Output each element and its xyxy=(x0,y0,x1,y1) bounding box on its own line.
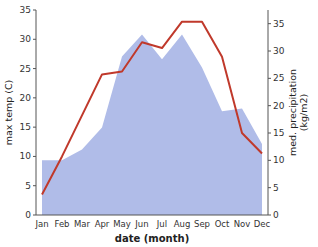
chart: 0 5 10 15 20 25 30 35 0 5 10 15 20 25 30 35 Jan Feb Mar Apr… xyxy=(0,0,318,247)
precipitation-area xyxy=(42,35,262,215)
y-tick-label: 30 xyxy=(20,34,32,44)
y2-tick-label: 35 xyxy=(273,19,284,29)
y2-tick-label: 20 xyxy=(273,101,285,111)
plot-area xyxy=(42,22,262,215)
x-tick-label: Jan xyxy=(34,219,48,229)
x-tick-label: Apr xyxy=(95,219,110,229)
y2-tick xyxy=(268,51,271,52)
y2-tick xyxy=(268,105,271,106)
y-tick xyxy=(33,68,36,69)
y-tick xyxy=(33,10,36,11)
y2-tick-label: 10 xyxy=(273,155,285,165)
temperature-line xyxy=(42,22,262,195)
x-tick-label: May xyxy=(113,219,131,229)
x-tick-label: Nov xyxy=(234,219,251,229)
y2-axis-label-line: (kg/m2) xyxy=(298,94,309,131)
y-tick xyxy=(33,97,36,98)
x-tick-label: Jun xyxy=(134,219,148,229)
y2-axis-label: med. precipitation(kg/m2) xyxy=(287,69,309,156)
y2-tick xyxy=(268,133,271,134)
y-tick xyxy=(33,127,36,128)
y2-axis-line xyxy=(268,10,269,215)
y-tick-label: 0 xyxy=(25,210,31,220)
y2-tick xyxy=(268,78,271,79)
x-tick-label: Feb xyxy=(54,219,69,229)
y-tick-label: 5 xyxy=(25,181,31,191)
y-axis-line xyxy=(36,10,37,215)
y-tick xyxy=(33,185,36,186)
y-tick-label: 35 xyxy=(20,5,31,15)
x-tick-label: Jul xyxy=(156,219,167,229)
y2-tick-label: 15 xyxy=(273,128,284,138)
x-tick-label: Mar xyxy=(74,219,91,229)
y2-axis-label-line: med. precipitation xyxy=(287,69,298,156)
y-tick xyxy=(33,39,36,40)
y2-tick-label: 30 xyxy=(273,46,285,56)
y-tick xyxy=(33,156,36,157)
y2-tick-label: 25 xyxy=(273,73,284,83)
x-tick-label: Sep xyxy=(194,219,210,229)
y-tick-label: 20 xyxy=(20,93,32,103)
x-tick-label: Oct xyxy=(215,219,230,229)
y2-tick-label: 5 xyxy=(273,183,279,193)
x-axis-label: date (month) xyxy=(115,233,189,244)
y2-tick xyxy=(268,160,271,161)
x-axis-line xyxy=(36,215,268,216)
y2-tick-label: 0 xyxy=(273,210,279,220)
y-tick-label: 15 xyxy=(20,122,31,132)
y2-tick xyxy=(268,23,271,24)
y-tick-label: 10 xyxy=(20,151,32,161)
y2-tick xyxy=(268,187,271,188)
y2-tick xyxy=(268,215,271,216)
x-tick-label: Dec xyxy=(254,219,271,229)
y-axis-label: max temp (C) xyxy=(3,80,14,146)
y-tick-label: 25 xyxy=(20,64,31,74)
y-tick xyxy=(33,215,36,216)
x-tick-label: Aug xyxy=(174,219,191,229)
